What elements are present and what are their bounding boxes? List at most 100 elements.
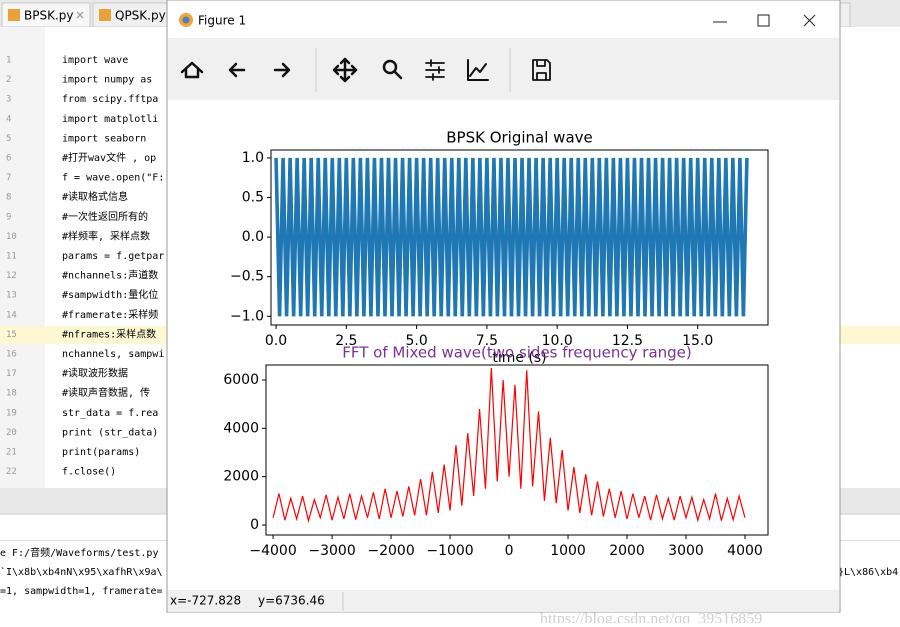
file-icon <box>99 9 111 21</box>
x-tick-label: 3000 <box>668 543 704 559</box>
home-button[interactable] <box>180 61 204 79</box>
series-line <box>272 367 746 524</box>
edit-button[interactable] <box>467 59 489 81</box>
toolbar <box>168 38 839 100</box>
x-tick-label: 1000 <box>550 543 586 559</box>
y-tick-label: 2000 <box>223 469 259 485</box>
window-title: Figure 1 <box>198 14 246 28</box>
line-number: 11 <box>6 252 17 262</box>
y-tick-label: 6000 <box>223 372 259 388</box>
gutter <box>0 27 45 488</box>
status-y: y=6736.46 <box>258 594 325 608</box>
line-number: 6 <box>6 154 11 164</box>
code-line: #nframes:采样点数 <box>62 327 156 340</box>
x-tick-label: −2000 <box>367 543 414 559</box>
line-number: 7 <box>6 173 11 183</box>
code-line: #读取声音数据, 传 <box>62 386 150 399</box>
x-axis-label: time (s) <box>492 350 546 366</box>
chart: −4000 −3000 −2000 −1000 0 1000 2000 3000 4000 0 20… <box>223 364 769 559</box>
back-button[interactable] <box>228 62 246 78</box>
y-tick-label: 4000 <box>223 420 259 436</box>
code-line: #framerate:采样频 <box>62 308 158 321</box>
line-number: 18 <box>6 389 17 399</box>
x-tick-label: 15.0 <box>682 333 713 349</box>
code-line: #读取格式信息 <box>62 190 128 203</box>
x-tick-label: 2.5 <box>335 333 357 349</box>
y-tick-label: 0 <box>250 517 259 533</box>
code-line: f.close() <box>62 467 116 478</box>
axes <box>266 365 768 535</box>
x-tick-label: 12.5 <box>612 333 643 349</box>
code-line: print(params) <box>62 447 140 458</box>
line-number: 1 <box>6 56 11 66</box>
line-number: 9 <box>6 212 11 222</box>
code-line: import seaborn <box>62 133 146 144</box>
x-tick-label: 4000 <box>727 543 763 559</box>
code-line: #sampwidth:量化位 <box>62 288 158 301</box>
plot-data <box>272 367 746 524</box>
line-number: 22 <box>6 467 17 477</box>
x-tick-label: 7.5 <box>476 333 498 349</box>
x-tick-label: 0 <box>505 543 514 559</box>
status-x: x=-727.828 <box>170 594 241 608</box>
pan-button[interactable] <box>332 57 358 83</box>
watermark: https://blog.csdn.net/qq_39516859 <box>540 611 762 623</box>
line-number: 20 <box>6 428 17 438</box>
x-tick-label: −1000 <box>426 543 473 559</box>
code-line: #读取波形数据 <box>62 367 128 380</box>
x-tick-label: 5.0 <box>405 333 427 349</box>
subplots-button[interactable] <box>425 59 445 81</box>
x-tick-label: 0.0 <box>265 333 287 349</box>
code-line: f = wave.open("F: <box>62 173 164 184</box>
console-line: }L\x86\xb4 <box>838 567 898 578</box>
code-line: str_data = f.rea <box>62 408 158 419</box>
code-line: import numpy as <box>62 75 152 86</box>
line-number: 17 <box>6 369 17 379</box>
x-tick-label: −3000 <box>308 543 355 559</box>
console-line: e F:/音频/Waveforms/test.py <box>0 546 158 559</box>
save-button[interactable] <box>532 59 551 81</box>
y-tick-label: −1.0 <box>230 308 264 324</box>
y-tick-label: 0.5 <box>242 190 264 206</box>
line-number: 8 <box>6 193 11 203</box>
tab-close[interactable] <box>76 11 84 19</box>
zoom-button[interactable] <box>393 70 403 80</box>
series-line <box>274 157 749 317</box>
code-line: #打开wav文件 , op <box>62 151 156 164</box>
console-line: `I\x8b\xb4nN\x95\xafhR\x9a\ <box>0 566 163 578</box>
line-number: 10 <box>6 232 17 242</box>
axes-frame <box>265 364 769 536</box>
close-button[interactable] <box>803 14 816 27</box>
status-bar <box>168 590 839 612</box>
chart: 0.0 2.5 5.0 7.5 10.0 12.5 15.0 1.0 0.5 0.0 −0.5 −1.… <box>230 149 769 366</box>
line-number: 19 <box>6 408 17 418</box>
code-line: params = f.getpar <box>62 251 164 262</box>
line-number: 4 <box>6 114 11 124</box>
y-tick-label: 0.0 <box>242 229 264 245</box>
code-line: nchannels, sampwi <box>62 349 164 360</box>
y-tick-label: −0.5 <box>230 269 264 285</box>
file-icon <box>8 9 20 21</box>
line-number: 12 <box>6 271 17 281</box>
console-line: =1, sampwidth=1, framerate= <box>0 586 163 597</box>
x-tick-label: −4000 <box>249 543 296 559</box>
tab-label: BPSK.py <box>24 9 74 23</box>
forward-button[interactable] <box>273 62 291 78</box>
line-number: 5 <box>6 134 11 144</box>
tab[interactable] <box>839 2 851 28</box>
code-line: print (str_data) <box>62 427 158 438</box>
chart-title: FFT of Mixed wave(two sides frequency ra… <box>342 344 692 362</box>
line-number: 2 <box>6 75 11 85</box>
tab-label: QPSK.py <box>115 9 166 23</box>
plot-data <box>274 157 749 317</box>
y-tick-label: 1.0 <box>242 150 264 166</box>
line-number: 3 <box>6 95 11 105</box>
zoom-button[interactable] <box>382 59 398 75</box>
maximize-button[interactable] <box>757 14 770 27</box>
code-line: import matplotli <box>62 114 158 125</box>
chart-title: BPSK Original wave <box>446 129 593 147</box>
code-line: #nchannels:声道数 <box>62 269 158 282</box>
console: e F:/音频/Waveforms/test.py `I\x8b\xb4nN\x9… <box>0 546 163 597</box>
